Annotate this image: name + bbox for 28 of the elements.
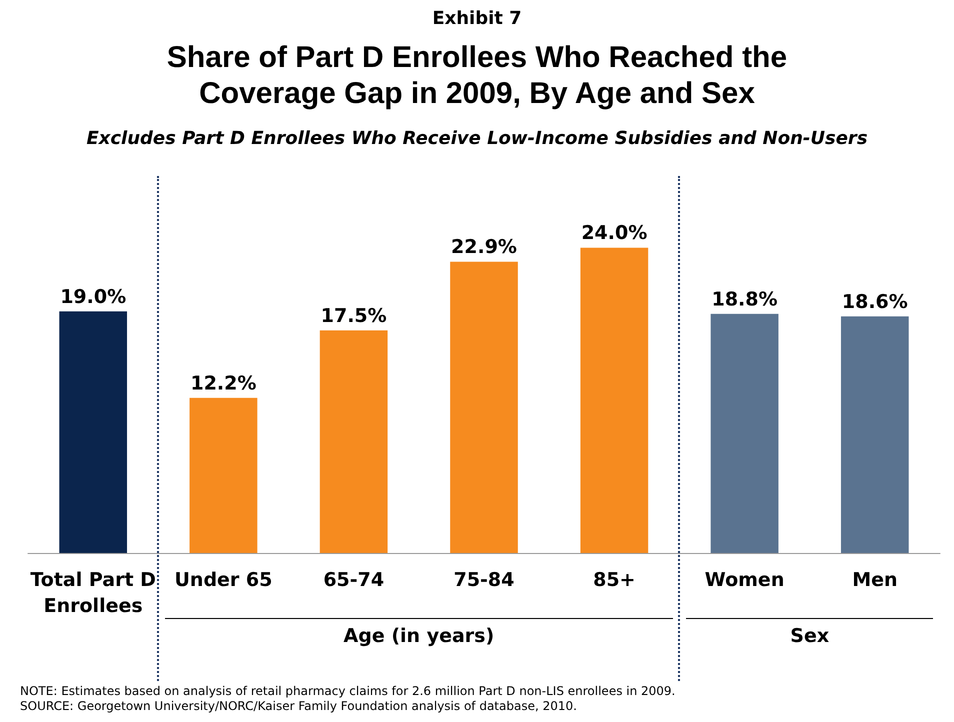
chart-title: Share of Part D Enrollees Who Reached the Coverage Gap in 2009, By Age and Sex — [166, 40, 788, 112]
x-tick-label: 75-84 — [454, 569, 514, 591]
bar — [710, 314, 778, 553]
source-note: SOURCE: Georgetown University/NORC/Kaiser Family Foundation analysis of database, 2010. — [20, 699, 577, 713]
text: NOTE: Estimates based on analysis of retail pharmacy claims for 2.6 million Part D non-LIS enrollees in 2009. — [20, 684, 676, 698]
bar — [580, 248, 648, 553]
data-label: 18.8% — [712, 288, 778, 310]
bar — [450, 262, 518, 553]
x-tick-label: Under 65 — [174, 569, 272, 591]
data-label: 12.2% — [190, 372, 256, 394]
data-label: 19.0% — [60, 286, 126, 308]
x-tick-label: 85+ — [593, 569, 636, 591]
data-label: 22.9% — [451, 236, 517, 258]
text: Age (in years) — [164, 618, 673, 647]
x-tick-label: Women — [704, 569, 784, 591]
chart-subtitle: Excludes Part D Enrollees Who Receive Low-Income Subsidies and Non-Users — [85, 128, 869, 149]
text: Exhibit 7 — [431, 8, 523, 29]
x-tick-label: Men — [852, 569, 898, 591]
bar — [320, 330, 388, 553]
data-label: 24.0% — [581, 222, 648, 244]
bar — [190, 398, 258, 553]
bar — [840, 316, 909, 553]
bar — [59, 311, 128, 553]
data-label: 17.5% — [320, 304, 387, 327]
x-tick-label: Total Part D Enrollees — [30, 569, 156, 617]
data-label: 18.6% — [842, 290, 908, 313]
text: Sex — [686, 618, 934, 647]
x-tick-label: 65-74 — [323, 569, 384, 591]
